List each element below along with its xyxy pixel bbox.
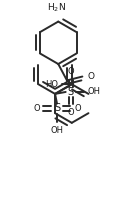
Text: O: O xyxy=(74,104,81,113)
Text: S: S xyxy=(54,103,60,113)
Text: S: S xyxy=(67,87,74,97)
Text: O: O xyxy=(87,72,94,81)
Text: HO: HO xyxy=(45,80,58,89)
Text: OH: OH xyxy=(88,88,101,97)
Text: OH: OH xyxy=(50,126,64,135)
Text: O: O xyxy=(68,67,74,76)
Text: O: O xyxy=(68,108,74,117)
Text: O: O xyxy=(33,104,40,113)
Text: H$_2$N: H$_2$N xyxy=(47,1,66,14)
